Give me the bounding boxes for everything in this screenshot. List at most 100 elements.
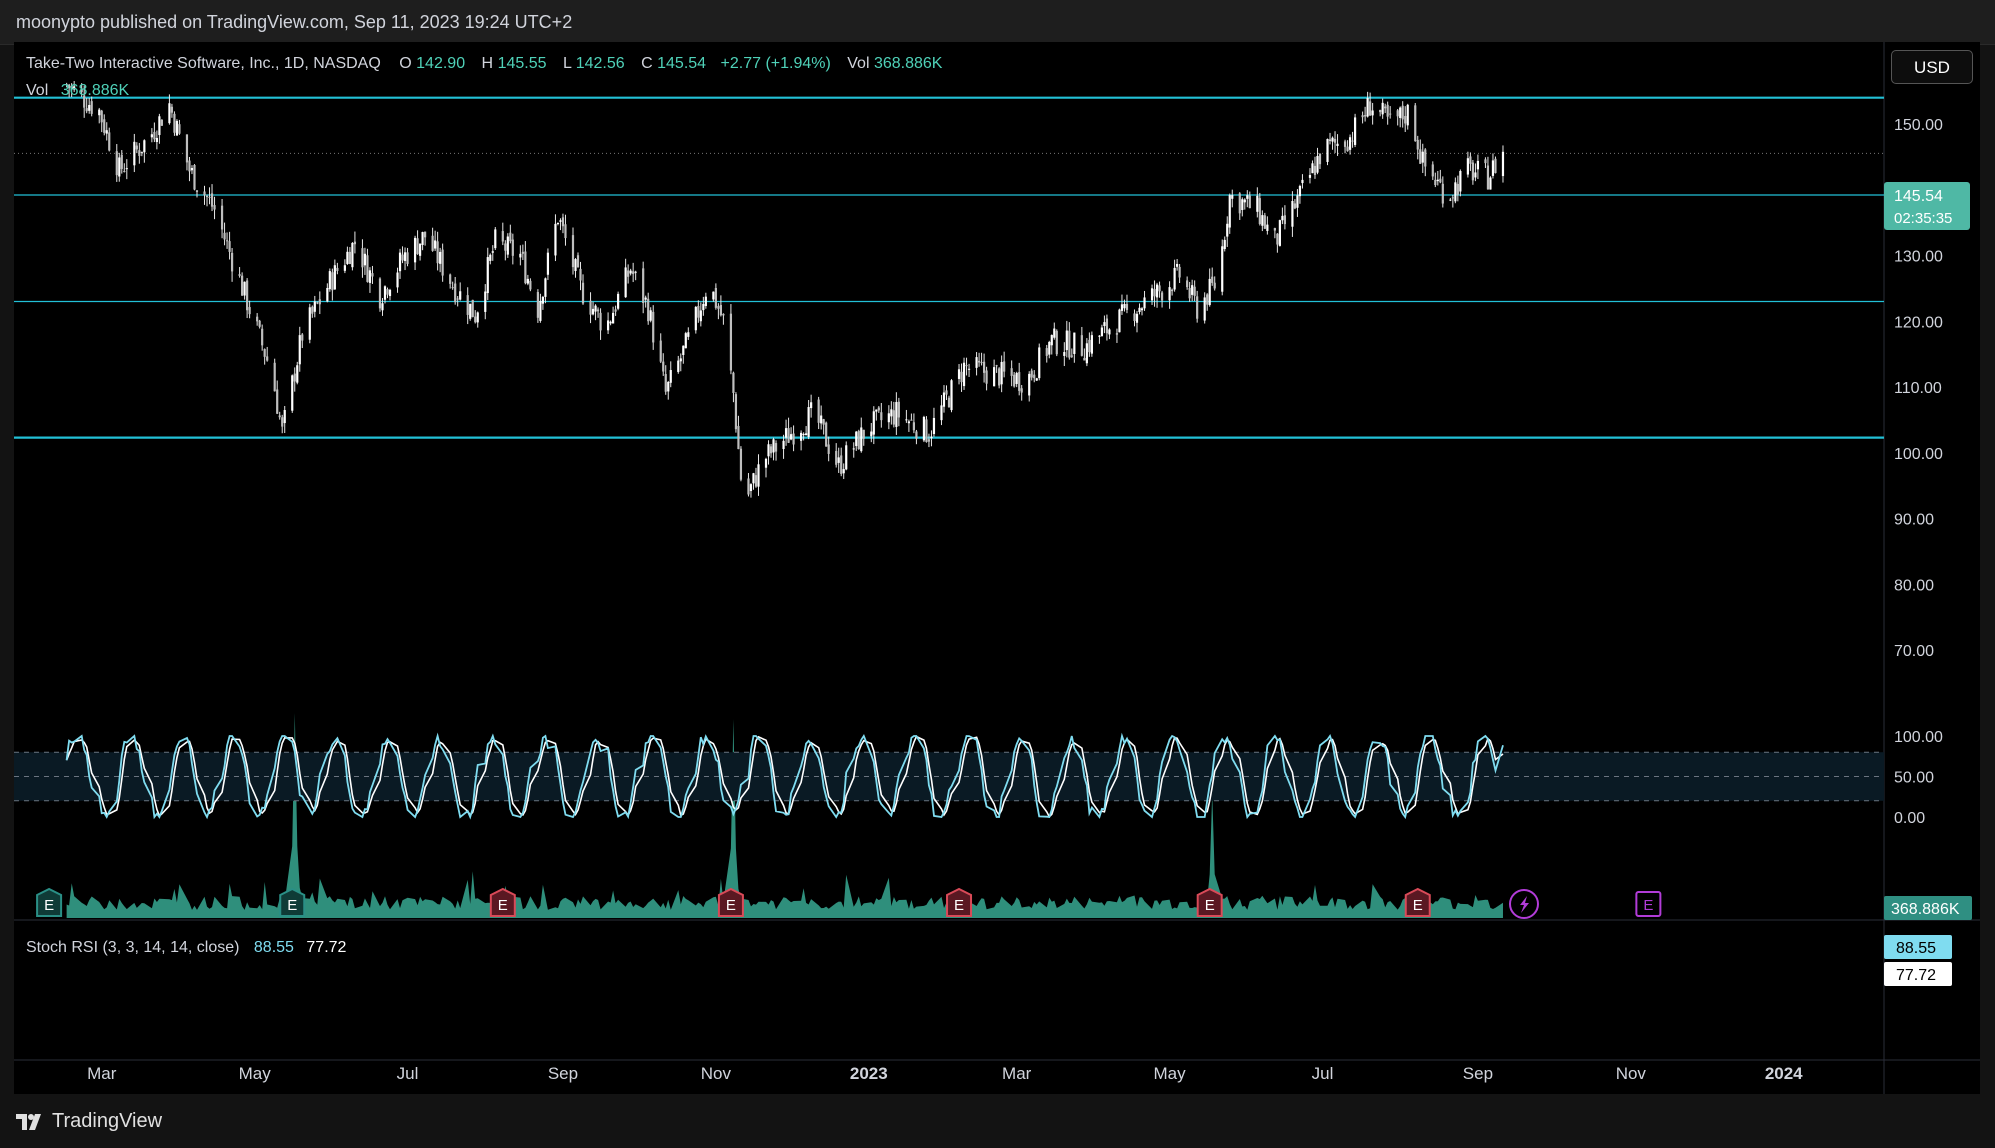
price-axis[interactable]: 150.00140.00130.00120.00110.00100.0090.0… <box>1894 117 1943 827</box>
candle-body <box>68 84 71 89</box>
candle-body <box>1353 117 1357 145</box>
candle-body <box>143 140 146 153</box>
candle-body <box>248 307 251 315</box>
candle-body <box>907 421 910 424</box>
candle-body <box>754 475 758 487</box>
candle-body <box>1419 149 1422 164</box>
earnings-marker-box <box>1635 891 1662 917</box>
candle-body <box>203 191 206 196</box>
candle-body <box>1366 98 1369 117</box>
earnings-marker[interactable]: E <box>36 887 63 917</box>
legend-vol-label: Vol <box>847 55 869 72</box>
candle-body <box>561 217 565 227</box>
earnings-marker-letter: E <box>726 897 736 914</box>
candle-body <box>1068 330 1071 358</box>
candle-body <box>456 298 459 300</box>
earnings-marker[interactable]: E <box>279 887 306 917</box>
candle-body <box>346 251 349 264</box>
earnings-marker[interactable]: E <box>717 887 744 917</box>
candle-body <box>574 259 577 272</box>
candle-body <box>732 372 735 393</box>
candle-body <box>1238 193 1241 214</box>
candle-body <box>1105 318 1109 334</box>
candle-body <box>138 150 141 156</box>
candle-body <box>1098 335 1101 337</box>
candle-body <box>333 265 336 290</box>
candle-body <box>160 119 163 126</box>
candle-body <box>544 278 547 297</box>
candle-body <box>872 411 875 435</box>
legend-vol-value: 368.886K <box>874 55 943 72</box>
candle-body <box>1050 335 1053 346</box>
candle-body <box>343 265 346 271</box>
candle-body <box>70 86 73 89</box>
time-axis[interactable]: Mar May Jul Sep Nov 2023 Mar May Jul Sep Nov 2024 <box>87 1064 1803 1083</box>
candle-body <box>1053 328 1056 338</box>
candle-body <box>519 253 522 258</box>
candle-body <box>1346 146 1349 152</box>
stoch-title: Stoch RSI (3, 3, 14, 14, close) <box>26 939 239 956</box>
candle-body <box>308 307 311 340</box>
candle-body <box>1153 289 1156 297</box>
candle-body <box>401 254 404 261</box>
earnings-marker[interactable]: E <box>1635 891 1662 917</box>
earnings-marker-letter: E <box>1413 897 1423 914</box>
currency-button[interactable]: USD <box>1891 50 1973 84</box>
candle-body <box>1494 158 1497 174</box>
candle-body <box>1248 195 1251 209</box>
candle-body <box>1404 116 1407 124</box>
candle-body <box>421 232 424 245</box>
candle-body <box>439 251 442 264</box>
candle-body <box>609 321 612 324</box>
stoch-axis-tick-label: 0.00 <box>1894 810 1925 827</box>
price-chart-svg[interactable]: E E E E E E E E 150.00140.00130.00120.00110.001… <box>14 42 1980 1094</box>
dividend-flash-marker[interactable] <box>1509 889 1539 919</box>
candle-body <box>469 303 472 319</box>
candle-body <box>1491 160 1495 176</box>
stoch-k-line <box>65 732 1504 820</box>
candle-body <box>772 439 775 453</box>
volume-legend-label: Vol <box>26 82 48 99</box>
candle-body <box>1381 102 1384 115</box>
candle-body <box>950 380 953 411</box>
time-axis-label: Sep <box>548 1064 578 1083</box>
candle-body <box>185 134 189 163</box>
horizontal-levels[interactable] <box>14 96 1884 439</box>
stoch-axis-tick-label: 50.00 <box>1894 770 1934 787</box>
candle-body <box>1311 163 1314 174</box>
volume-badge: 368.886K <box>1884 896 1972 920</box>
earnings-marker[interactable]: E <box>1404 887 1431 917</box>
candle-body <box>757 464 760 487</box>
earnings-marker[interactable]: E <box>489 887 516 917</box>
stoch-k-value: 88.55 <box>254 939 294 956</box>
candle-body <box>434 240 437 249</box>
candle-body <box>423 231 427 238</box>
candle-body <box>476 312 479 323</box>
candle-body <box>1386 104 1389 117</box>
tradingview-logo-icon <box>16 1113 41 1130</box>
candle-body <box>817 399 820 423</box>
candle-body <box>1028 373 1031 396</box>
candle-body <box>381 303 384 311</box>
candle-body <box>318 299 321 305</box>
candle-body <box>1206 294 1209 305</box>
candle-body <box>1399 107 1402 118</box>
candle-body <box>1000 361 1003 385</box>
earnings-marker[interactable]: E <box>946 887 973 917</box>
candle-body <box>521 251 524 254</box>
candle-body <box>1416 139 1419 150</box>
earnings-marker[interactable]: E <box>1196 887 1223 917</box>
candle-body <box>774 443 778 452</box>
candle-body <box>764 458 768 468</box>
earnings-marker-letter: E <box>1643 897 1653 914</box>
candle-body <box>1090 335 1093 354</box>
candle-body <box>932 417 936 434</box>
candle-body <box>243 281 246 296</box>
candle-body <box>278 415 281 418</box>
candle-body <box>995 365 998 367</box>
time-axis-label: Jul <box>1312 1064 1334 1083</box>
chart-container[interactable]: E E E E E E E E 150.00140.00130.00120.00110.001… <box>14 42 1980 1094</box>
candle-body <box>1308 174 1312 178</box>
tradingview-brand[interactable]: TradingView <box>16 1110 162 1133</box>
